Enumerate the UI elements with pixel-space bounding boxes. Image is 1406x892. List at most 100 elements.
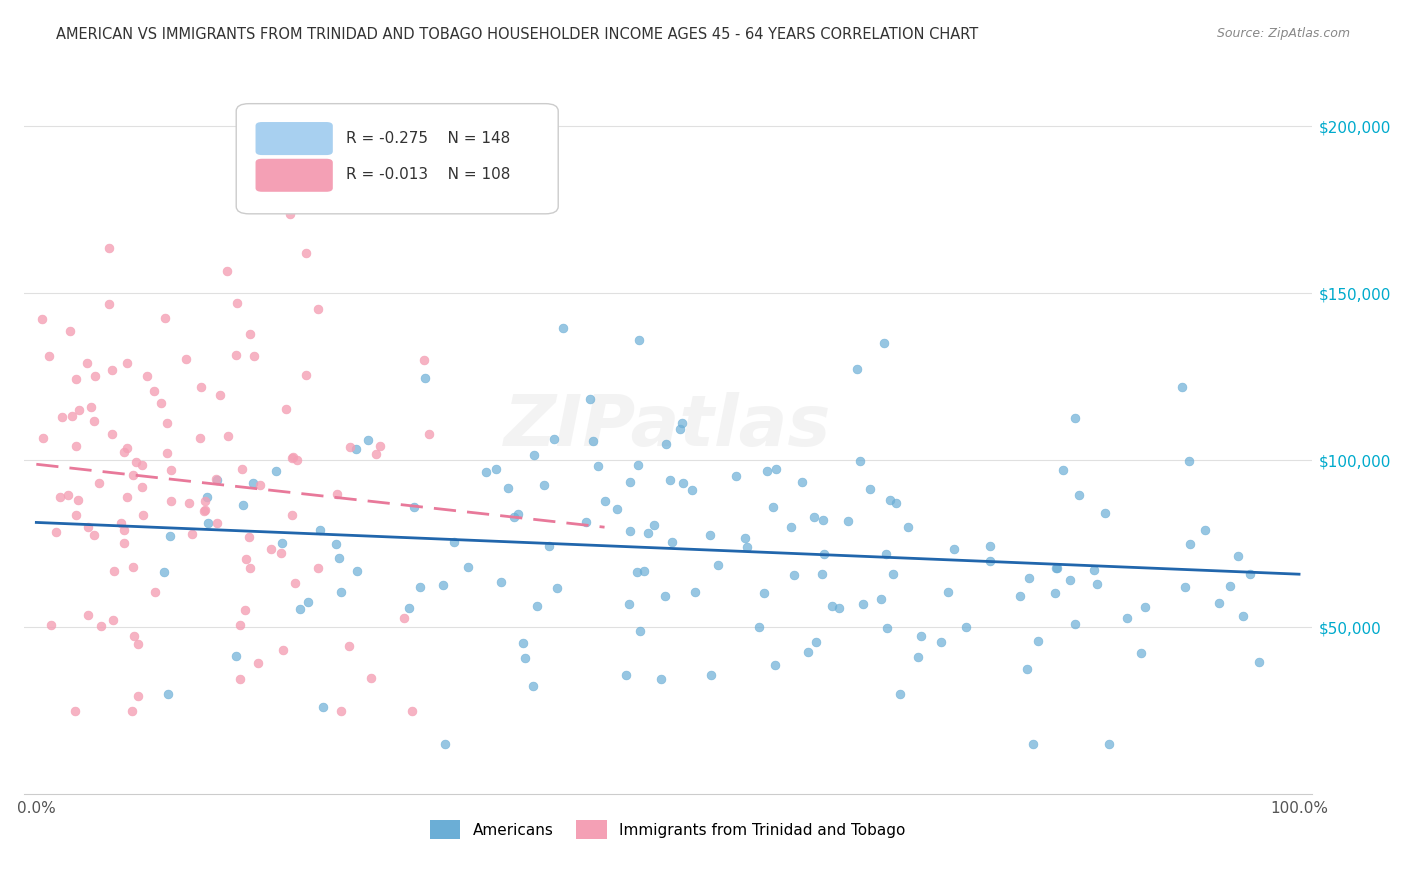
Point xyxy=(280,450,302,465)
Point xyxy=(706,558,728,572)
Point xyxy=(1064,617,1087,632)
Point xyxy=(1208,596,1230,610)
Point xyxy=(124,455,146,469)
Point xyxy=(443,535,465,549)
Point xyxy=(1052,462,1074,476)
Point xyxy=(852,597,875,611)
Point xyxy=(235,603,257,617)
Point xyxy=(270,546,292,560)
Text: Source: ZipAtlas.com: Source: ZipAtlas.com xyxy=(1216,27,1350,40)
Point xyxy=(132,508,155,523)
Point xyxy=(284,576,307,591)
Point xyxy=(41,618,63,632)
Point xyxy=(283,450,305,464)
Point xyxy=(1180,537,1202,551)
Point xyxy=(229,672,252,686)
Point xyxy=(1094,506,1116,520)
Point xyxy=(896,520,918,534)
Point xyxy=(593,494,616,508)
Point xyxy=(127,689,149,703)
Point xyxy=(115,356,138,370)
Point xyxy=(522,679,544,693)
Point xyxy=(526,599,548,613)
Point xyxy=(101,427,124,442)
Point xyxy=(669,421,692,435)
Point xyxy=(1227,549,1250,563)
Point xyxy=(312,700,335,714)
Point xyxy=(979,554,1001,568)
Point xyxy=(489,574,512,589)
Point xyxy=(368,439,391,453)
Point xyxy=(546,581,568,595)
Point xyxy=(1046,560,1069,574)
Point xyxy=(31,311,53,326)
Point xyxy=(121,468,143,483)
Point xyxy=(152,565,174,579)
Point xyxy=(100,362,122,376)
Point xyxy=(650,672,672,686)
Point xyxy=(1171,380,1194,394)
Point xyxy=(837,514,859,528)
Point xyxy=(103,564,125,578)
Point xyxy=(67,493,90,508)
Point xyxy=(60,409,83,423)
Point xyxy=(582,434,605,448)
Point xyxy=(813,547,835,561)
Point xyxy=(49,490,72,504)
Point xyxy=(89,476,111,491)
Point xyxy=(122,629,145,643)
Point xyxy=(655,437,678,451)
Point xyxy=(398,601,420,615)
Point xyxy=(330,585,353,599)
Point xyxy=(1063,410,1085,425)
Point xyxy=(330,704,353,718)
Point xyxy=(936,584,959,599)
Point xyxy=(121,704,143,718)
Point xyxy=(699,528,721,542)
Point xyxy=(619,475,641,489)
Point xyxy=(90,619,112,633)
Point xyxy=(432,578,454,592)
Point xyxy=(734,531,756,545)
Point xyxy=(1083,563,1105,577)
Point xyxy=(1174,580,1197,594)
Point xyxy=(239,326,262,341)
Point xyxy=(889,687,911,701)
Point xyxy=(1085,577,1108,591)
Point xyxy=(143,585,166,599)
Point xyxy=(307,302,329,317)
Point xyxy=(249,478,271,492)
FancyBboxPatch shape xyxy=(256,159,333,192)
Point xyxy=(339,440,361,454)
Point xyxy=(65,508,87,522)
Point xyxy=(328,550,350,565)
Point xyxy=(533,477,555,491)
Point xyxy=(882,566,904,581)
Point xyxy=(1043,585,1066,599)
Text: R = -0.013    N = 108: R = -0.013 N = 108 xyxy=(346,168,510,182)
Point xyxy=(325,536,347,550)
Point xyxy=(112,445,135,459)
Point xyxy=(513,650,536,665)
Point xyxy=(59,324,82,338)
Point xyxy=(879,492,901,507)
Point xyxy=(475,465,498,479)
Point xyxy=(1022,737,1045,751)
Point xyxy=(308,523,330,537)
Point xyxy=(846,361,869,376)
Point xyxy=(433,737,456,751)
Point xyxy=(752,586,775,600)
Point xyxy=(177,496,200,510)
Point xyxy=(38,349,60,363)
Point xyxy=(346,564,368,578)
Point xyxy=(506,507,529,521)
Point xyxy=(1133,599,1156,614)
Point xyxy=(671,416,693,430)
Point xyxy=(243,349,266,363)
Point xyxy=(260,542,283,557)
Point xyxy=(810,567,832,582)
Point xyxy=(606,502,628,516)
Point xyxy=(229,618,252,632)
Point xyxy=(756,464,779,478)
Point xyxy=(628,624,651,639)
